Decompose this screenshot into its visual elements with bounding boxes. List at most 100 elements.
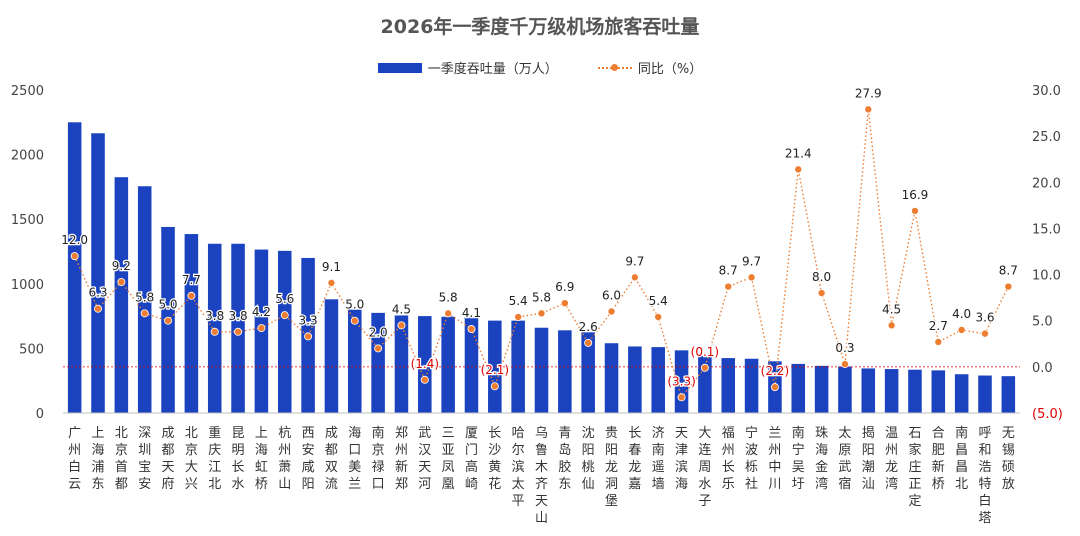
legend-item-bars[interactable]: 一季度吞吐量（万人）	[377, 58, 558, 77]
category-label: 重庆江北	[208, 425, 221, 492]
category-label: 宁波栎社	[745, 425, 758, 492]
bar	[91, 133, 105, 413]
category-label: 北京大兴	[185, 426, 198, 492]
bar	[581, 332, 595, 413]
left-axis-tick-label: 500	[19, 342, 44, 357]
category-label: 太原武宿	[838, 426, 851, 492]
yoy-point	[560, 299, 569, 308]
legend-item-line[interactable]: 同比（%）	[597, 58, 702, 77]
category-label: 呼和浩特白塔	[978, 426, 991, 526]
bar	[838, 366, 852, 413]
right-axis-tick-label: 30.0	[1032, 84, 1061, 99]
category-label: 昆明长水	[232, 426, 245, 492]
yoy-data-label: (1.4)	[411, 357, 439, 371]
left-axis-tick-label: 2500	[11, 84, 44, 99]
legend-bar-swatch	[377, 62, 422, 73]
category-label: 长沙黄花	[488, 426, 501, 492]
yoy-point	[140, 309, 149, 318]
yoy-data-label: 6.0	[602, 288, 621, 302]
yoy-point	[910, 206, 919, 215]
category-label: 揭阳潮汕	[862, 426, 875, 492]
yoy-data-label: 5.0	[345, 298, 364, 312]
yoy-data-label: (0.1)	[691, 345, 719, 359]
right-axis-tick-label: 0.0	[1032, 361, 1053, 376]
bar	[744, 358, 759, 413]
category-label: 广州白云	[68, 426, 81, 492]
yoy-point	[397, 321, 406, 330]
yoy-points	[70, 105, 1013, 402]
yoy-data-label: 4.2	[252, 305, 271, 319]
category-label: 南昌昌北	[955, 425, 968, 492]
yoy-data-label: 9.7	[742, 254, 761, 268]
yoy-point	[187, 291, 196, 300]
yoy-data-label: 8.0	[812, 270, 831, 284]
category-label: 兰州中川	[768, 426, 781, 492]
yoy-point	[444, 309, 453, 318]
yoy-point	[677, 393, 686, 402]
yoy-point	[770, 383, 779, 392]
yoy-point	[630, 273, 639, 282]
category-label: 海口美兰	[348, 426, 361, 492]
category-label: 成都双流	[325, 426, 338, 492]
yoy-data-label: 4.5	[392, 302, 411, 316]
yoy-point	[280, 311, 289, 320]
yoy-point	[467, 325, 476, 334]
category-label: 南宁吴圩	[792, 425, 805, 492]
yoy-data-label: 6.3	[88, 286, 107, 300]
yoy-data-label: 9.7	[625, 254, 644, 268]
yoy-point	[257, 324, 266, 333]
yoy-data-label: (2.2)	[761, 364, 789, 378]
yoy-data-label: 2.6	[579, 320, 598, 334]
bar-series	[67, 122, 1016, 414]
category-label: 南京禄口	[372, 425, 385, 492]
category-label: 西安咸阳	[302, 426, 315, 492]
yoy-point	[934, 337, 943, 346]
yoy-data-label: 5.4	[649, 294, 668, 308]
bar	[861, 368, 876, 413]
bar	[324, 299, 339, 413]
yoy-point	[374, 344, 383, 353]
yoy-point	[420, 375, 429, 384]
category-label: 杭州萧山	[278, 426, 291, 492]
bar	[884, 369, 899, 413]
yoy-point	[607, 307, 616, 316]
yoy-data-label: (3.3)	[667, 374, 695, 388]
yoy-point	[980, 329, 989, 338]
bar	[791, 363, 806, 413]
left-axis: 0 500 1000 1500 2000 2500	[11, 84, 44, 422]
left-axis-tick-label: 1000	[11, 278, 44, 293]
yoy-data-label: 7.7	[182, 273, 201, 287]
bar	[394, 315, 409, 413]
yoy-point	[327, 278, 336, 287]
bar	[651, 347, 665, 413]
bar	[371, 312, 385, 413]
yoy-point	[584, 338, 593, 347]
yoy-data-label: 5.8	[532, 290, 551, 304]
category-label: 沈阳桃仙	[582, 426, 595, 492]
chart-title: 2026年一季度千万级机场旅客吞吐量	[380, 16, 700, 38]
yoy-data-label: 5.6	[275, 292, 294, 306]
yoy-point	[817, 289, 826, 298]
yoy-point	[654, 313, 663, 322]
bar	[277, 250, 292, 413]
bar	[698, 356, 712, 413]
bar	[441, 316, 455, 413]
yoy-data-label: 3.3	[299, 313, 318, 327]
bar	[558, 330, 572, 413]
category-label: 上海浦东	[92, 426, 105, 492]
yoy-point	[840, 360, 849, 369]
right-axis-tick-label: 10.0	[1032, 269, 1061, 284]
yoy-data-label: 4.0	[952, 307, 971, 321]
left-axis-tick-label: 0	[36, 407, 44, 422]
yoy-point	[747, 273, 756, 282]
category-label: 北京首都	[115, 426, 128, 492]
bar	[908, 369, 922, 413]
yoy-data-label: 6.9	[555, 280, 574, 294]
bar	[464, 317, 479, 413]
category-label: 济南遥墙	[652, 426, 665, 492]
category-label: 石家庄正定	[908, 426, 921, 509]
yoy-data-label: 5.8	[135, 290, 154, 304]
category-label: 厦门高崎	[465, 426, 478, 492]
yoy-data-label: 0.3	[835, 341, 854, 355]
